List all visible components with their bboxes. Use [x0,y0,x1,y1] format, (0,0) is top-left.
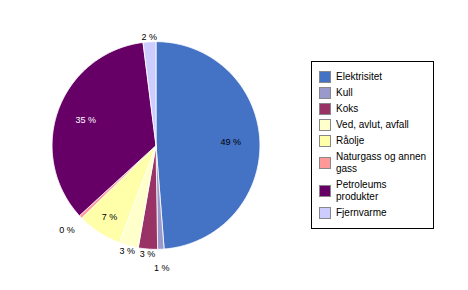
svg-text:7 %: 7 % [102,212,118,222]
html-text:Naturgass og annen gass: Naturgass og annen gass [336,151,427,174]
svg-text:2 %: 2 % [141,32,157,42]
html-text:Kull: Kull [336,87,353,98]
html-text:Petroleums produkter: Petroleums produkter [336,179,387,202]
html-text:Råolje: Råolje [336,135,365,146]
html-text:Koks: Koks [336,103,359,114]
svg-text:3 %: 3 % [120,246,136,256]
svg-text:35 %: 35 % [75,115,96,125]
html-text:Elektrisitet: Elektrisitet [336,71,383,82]
svg-text:1 %: 1 % [154,263,170,273]
svg-text:49 %: 49 % [221,137,242,147]
svg-text:0 %: 0 % [59,225,75,235]
html-text:Ved, avlut, avfall: Ved, avlut, avfall [336,119,409,130]
html-text:Fjernvarme: Fjernvarme [336,207,387,218]
svg-text:3 %: 3 % [140,249,156,259]
